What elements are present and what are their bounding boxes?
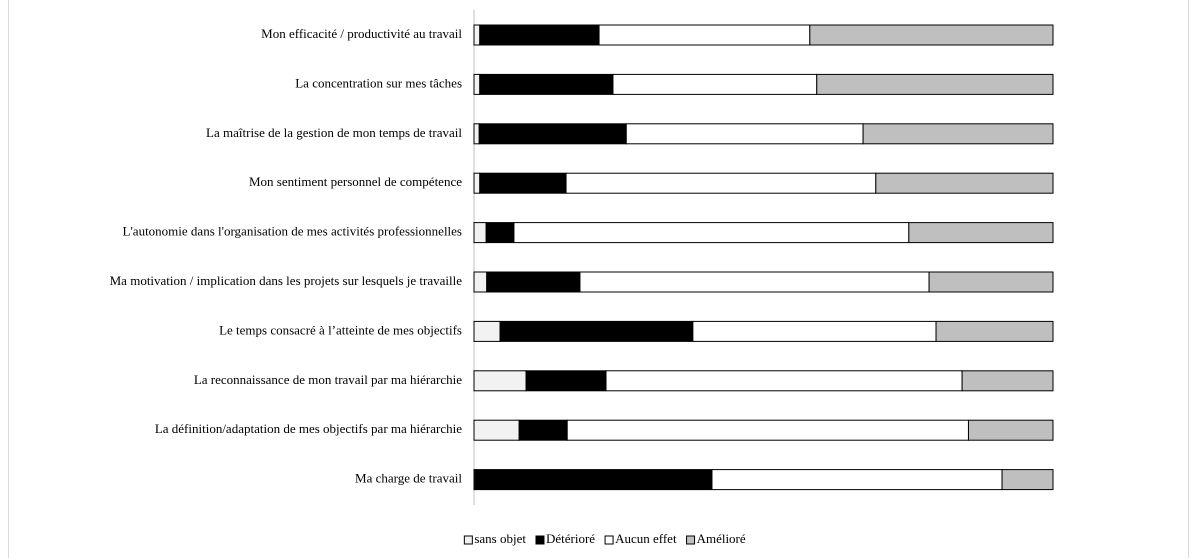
legend-item: Détérioré xyxy=(535,531,595,546)
bar-segment xyxy=(479,73,614,95)
bar-segment xyxy=(473,24,481,46)
legend-label: Amélioré xyxy=(697,531,746,546)
bar-segment xyxy=(875,172,1054,194)
bar-segment xyxy=(499,320,694,342)
bar-segment xyxy=(625,123,864,145)
bar-segment xyxy=(598,24,811,46)
legend-label: sans objet xyxy=(474,531,526,546)
bar-segment xyxy=(485,222,515,244)
bar-segment xyxy=(473,222,487,244)
bar-segment xyxy=(565,172,877,194)
bar-segment xyxy=(473,172,481,194)
legend-item: Amélioré xyxy=(686,531,746,546)
bar-segment xyxy=(513,222,910,244)
category-label: Ma motivation / implication dans les pro… xyxy=(110,273,463,288)
legend-item: sans objet xyxy=(463,531,526,546)
category-label: La maîtrise de la gestion de mon temps d… xyxy=(206,125,462,140)
bar-segment xyxy=(479,172,567,194)
bar-segment xyxy=(816,73,1054,95)
bar-segment xyxy=(473,320,501,342)
bar-segment xyxy=(961,370,1054,392)
bar-segment xyxy=(1001,469,1054,491)
category-label: Ma charge de travail xyxy=(355,471,462,486)
bar-segment xyxy=(473,370,527,392)
bar-segment xyxy=(935,320,1054,342)
bar-segment xyxy=(967,419,1054,441)
legend-swatch xyxy=(535,535,545,545)
bar-segment xyxy=(473,123,480,145)
category-label: L'autonomie dans l'organisation de mes a… xyxy=(123,224,462,239)
legend-swatch xyxy=(686,535,696,545)
bar-segment xyxy=(692,320,937,342)
bar-segment xyxy=(579,271,930,293)
legend-label: Aucun effet xyxy=(615,531,677,546)
category-label: Mon sentiment personnel de compétence xyxy=(249,174,462,189)
category-label: Le temps consacré à l’atteinte de mes ob… xyxy=(219,322,462,337)
bar-segment xyxy=(908,222,1054,244)
bar-segment xyxy=(474,469,713,491)
bar-segment xyxy=(473,271,488,293)
bar-segment xyxy=(711,469,1003,491)
bar-segment xyxy=(605,370,963,392)
bar-segment xyxy=(473,419,520,441)
category-label: La reconnaissance de mon travail par ma … xyxy=(194,372,462,387)
bar-segment xyxy=(612,73,818,95)
bar-segment xyxy=(928,271,1054,293)
category-label: La concentration sur mes tâches xyxy=(295,75,462,90)
bar-segment xyxy=(809,24,1054,46)
bar-segment xyxy=(486,271,581,293)
bar-segment xyxy=(478,123,627,145)
category-label: Mon efficacité / productivité au travail xyxy=(261,26,462,41)
legend-item: Aucun effet xyxy=(604,531,677,546)
bar-segment xyxy=(566,419,969,441)
bar-segment xyxy=(479,24,600,46)
category-label: La définition/adaptation de mes objectif… xyxy=(155,421,462,436)
bar-segment xyxy=(518,419,568,441)
bar-segment xyxy=(862,123,1054,145)
bar-segment xyxy=(473,73,481,95)
legend-label: Détérioré xyxy=(546,531,595,546)
legend-swatch xyxy=(604,535,614,545)
legend-swatch xyxy=(463,535,473,545)
bar-segment xyxy=(525,370,607,392)
